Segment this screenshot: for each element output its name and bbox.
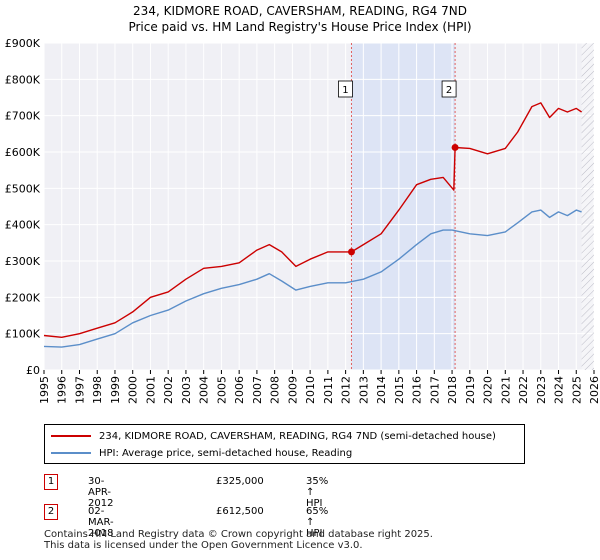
footer: Contains HM Land Registry data © Crown c… — [44, 529, 433, 551]
x-tick-label: 2005 — [215, 376, 228, 404]
y-tick-label: £0 — [26, 364, 40, 377]
sale-period-shading — [351, 43, 456, 370]
x-tick-label: 2021 — [499, 376, 512, 404]
x-tick-label: 2008 — [269, 376, 282, 404]
x-tick-label: 2020 — [482, 376, 495, 404]
sale-label-box — [338, 80, 353, 98]
x-tick-label: 1996 — [56, 376, 69, 404]
y-tick-label: £300K — [5, 255, 41, 268]
legend-label-property: 234, KIDMORE ROAD, CAVERSHAM, READING, R… — [99, 430, 496, 442]
legend-label-hpi: HPI: Average price, semi-detached house,… — [99, 447, 353, 459]
x-tick-label: 2011 — [322, 376, 335, 404]
x-tick-label: 2012 — [340, 376, 353, 404]
sale-point — [347, 248, 355, 256]
x-tick-label: 2018 — [446, 376, 459, 404]
y-tick-label: £700K — [5, 110, 41, 123]
x-tick-label: 2002 — [162, 376, 175, 404]
x-tick-label: 1995 — [38, 376, 51, 404]
x-tick-label: 1999 — [109, 376, 122, 404]
legend-swatch-hpi — [51, 452, 91, 454]
y-tick-label: £200K — [5, 291, 41, 304]
transaction-marker-badge: 1 — [44, 474, 58, 490]
footer-licence: This data is licensed under the Open Gov… — [44, 540, 363, 551]
plot-area — [44, 43, 594, 370]
x-tick-label: 2016 — [411, 376, 424, 404]
x-tick-label: 2023 — [535, 376, 548, 404]
transaction-date: 30-APR-2012 — [88, 476, 114, 509]
x-tick-label: 2001 — [144, 376, 157, 404]
y-tick-label: £600K — [5, 146, 41, 159]
x-tick-label: 2006 — [233, 376, 246, 404]
x-tick-label: 2000 — [127, 376, 140, 404]
sale-label: 1 — [342, 85, 348, 96]
y-tick-label: £100K — [5, 328, 41, 341]
y-tick-label: £800K — [5, 73, 41, 86]
x-tick-label: 2022 — [517, 376, 530, 404]
x-tick-label: 2004 — [198, 376, 211, 404]
legend: 234, KIDMORE ROAD, CAVERSHAM, READING, R… — [44, 424, 525, 464]
hpi-line — [43, 209, 582, 348]
x-tick-label: 2019 — [464, 376, 477, 404]
y-tick-label: £500K — [5, 182, 41, 195]
footer-copyright: Contains HM Land Registry data © Crown c… — [44, 529, 433, 540]
x-tick-label: 2014 — [375, 376, 388, 404]
x-tick-label: 1997 — [73, 376, 86, 404]
transaction-hpi-change: 35% ↑ HPI — [306, 476, 329, 509]
x-tick-label: 2009 — [286, 376, 299, 404]
x-tick-label: 2007 — [251, 376, 264, 404]
transaction-price: £612,500 — [216, 506, 264, 517]
x-tick-label: 2013 — [357, 376, 370, 404]
forecast-hatch — [581, 43, 594, 370]
x-tick-label: 2025 — [570, 376, 583, 404]
x-tick-label: 1998 — [91, 376, 104, 404]
property-price-line — [43, 102, 582, 338]
legend-swatch-property — [51, 435, 91, 437]
x-tick-label: 2010 — [304, 376, 317, 404]
sale-point — [451, 143, 459, 151]
x-tick-label: 2026 — [588, 376, 600, 404]
y-tick-label: £900K — [5, 37, 41, 50]
x-tick-label: 2003 — [180, 376, 193, 404]
legend-item-hpi: HPI: Average price, semi-detached house,… — [51, 445, 352, 461]
x-tick-label: 2024 — [553, 376, 566, 404]
sale-label-box — [441, 80, 457, 98]
transaction-date: 02-MAR-2018 — [88, 506, 114, 539]
chart-title: 234, KIDMORE ROAD, CAVERSHAM, READING, R… — [133, 4, 467, 18]
chart-subtitle: Price paid vs. HM Land Registry's House … — [128, 20, 472, 34]
x-tick-label: 2017 — [428, 376, 441, 404]
transaction-hpi-change: 65% ↑ HPI — [306, 506, 329, 539]
x-tick-label: 2015 — [393, 376, 406, 404]
transaction-marker-badge: 2 — [44, 504, 58, 520]
y-tick-label: £400K — [5, 219, 41, 232]
sale-label: 2 — [446, 85, 452, 96]
transaction-price: £325,000 — [216, 476, 264, 487]
legend-item-property: 234, KIDMORE ROAD, CAVERSHAM, READING, R… — [51, 428, 496, 444]
